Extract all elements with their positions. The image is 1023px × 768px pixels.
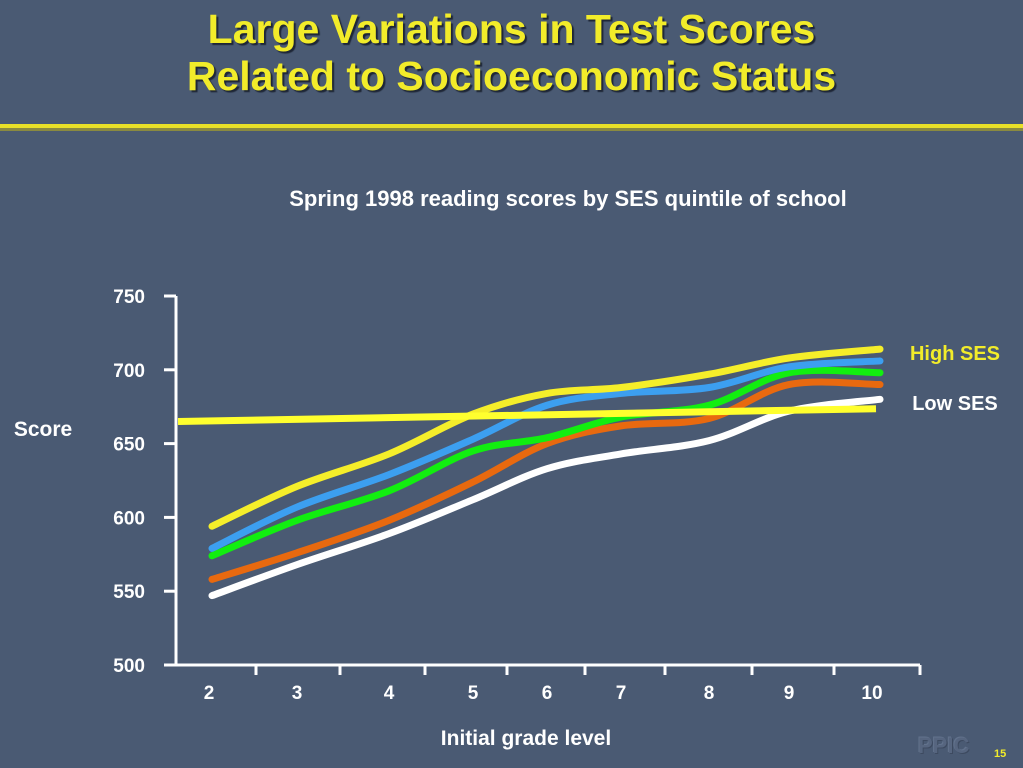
- y-tick-label: 550: [113, 582, 145, 603]
- y-tick-label: 600: [113, 508, 145, 529]
- slide-title-line2: Related to Socioeconomic Status: [186, 53, 837, 99]
- series-line-5: [208, 395, 884, 600]
- series-line-2: [208, 357, 884, 552]
- low-ses-label: Low SES: [912, 393, 998, 415]
- y-tick-label: 650: [113, 435, 145, 456]
- x-axis-label: Initial grade level: [441, 727, 611, 750]
- chart-title: Spring 1998 reading scores by SES quinti…: [289, 186, 846, 211]
- y-tick-label: 750: [113, 287, 145, 308]
- series-line-4: [208, 378, 884, 583]
- reference-line: [177, 405, 877, 426]
- y-axis-label: Score: [14, 418, 72, 441]
- x-tick-label: 5: [468, 683, 479, 704]
- ppic-watermark: PPIC: [918, 733, 970, 758]
- title-underline-shadow: [0, 128, 1023, 131]
- x-tick-label: 2: [204, 683, 215, 704]
- slide-title: Large Variations in Test Scores Related …: [0, 6, 1023, 100]
- x-tick-label: 3: [292, 683, 303, 704]
- x-tick-label: 6: [542, 683, 553, 704]
- title-underline: [0, 124, 1023, 128]
- x-tick-label: 10: [861, 683, 882, 704]
- x-tick-label: 7: [616, 683, 627, 704]
- y-tick-label: 700: [113, 361, 145, 382]
- x-tick-label: 4: [384, 683, 395, 704]
- series-line-3: [208, 366, 884, 560]
- x-tick-label: 9: [784, 683, 795, 704]
- series-line-1: [208, 345, 884, 530]
- slide-title-line1: Large Variations in Test Scores: [207, 6, 816, 52]
- high-ses-label: High SES: [910, 343, 1000, 365]
- y-tick-label: 500: [113, 656, 145, 677]
- x-tick-label: 8: [704, 683, 715, 704]
- page-number: 15: [994, 748, 1007, 760]
